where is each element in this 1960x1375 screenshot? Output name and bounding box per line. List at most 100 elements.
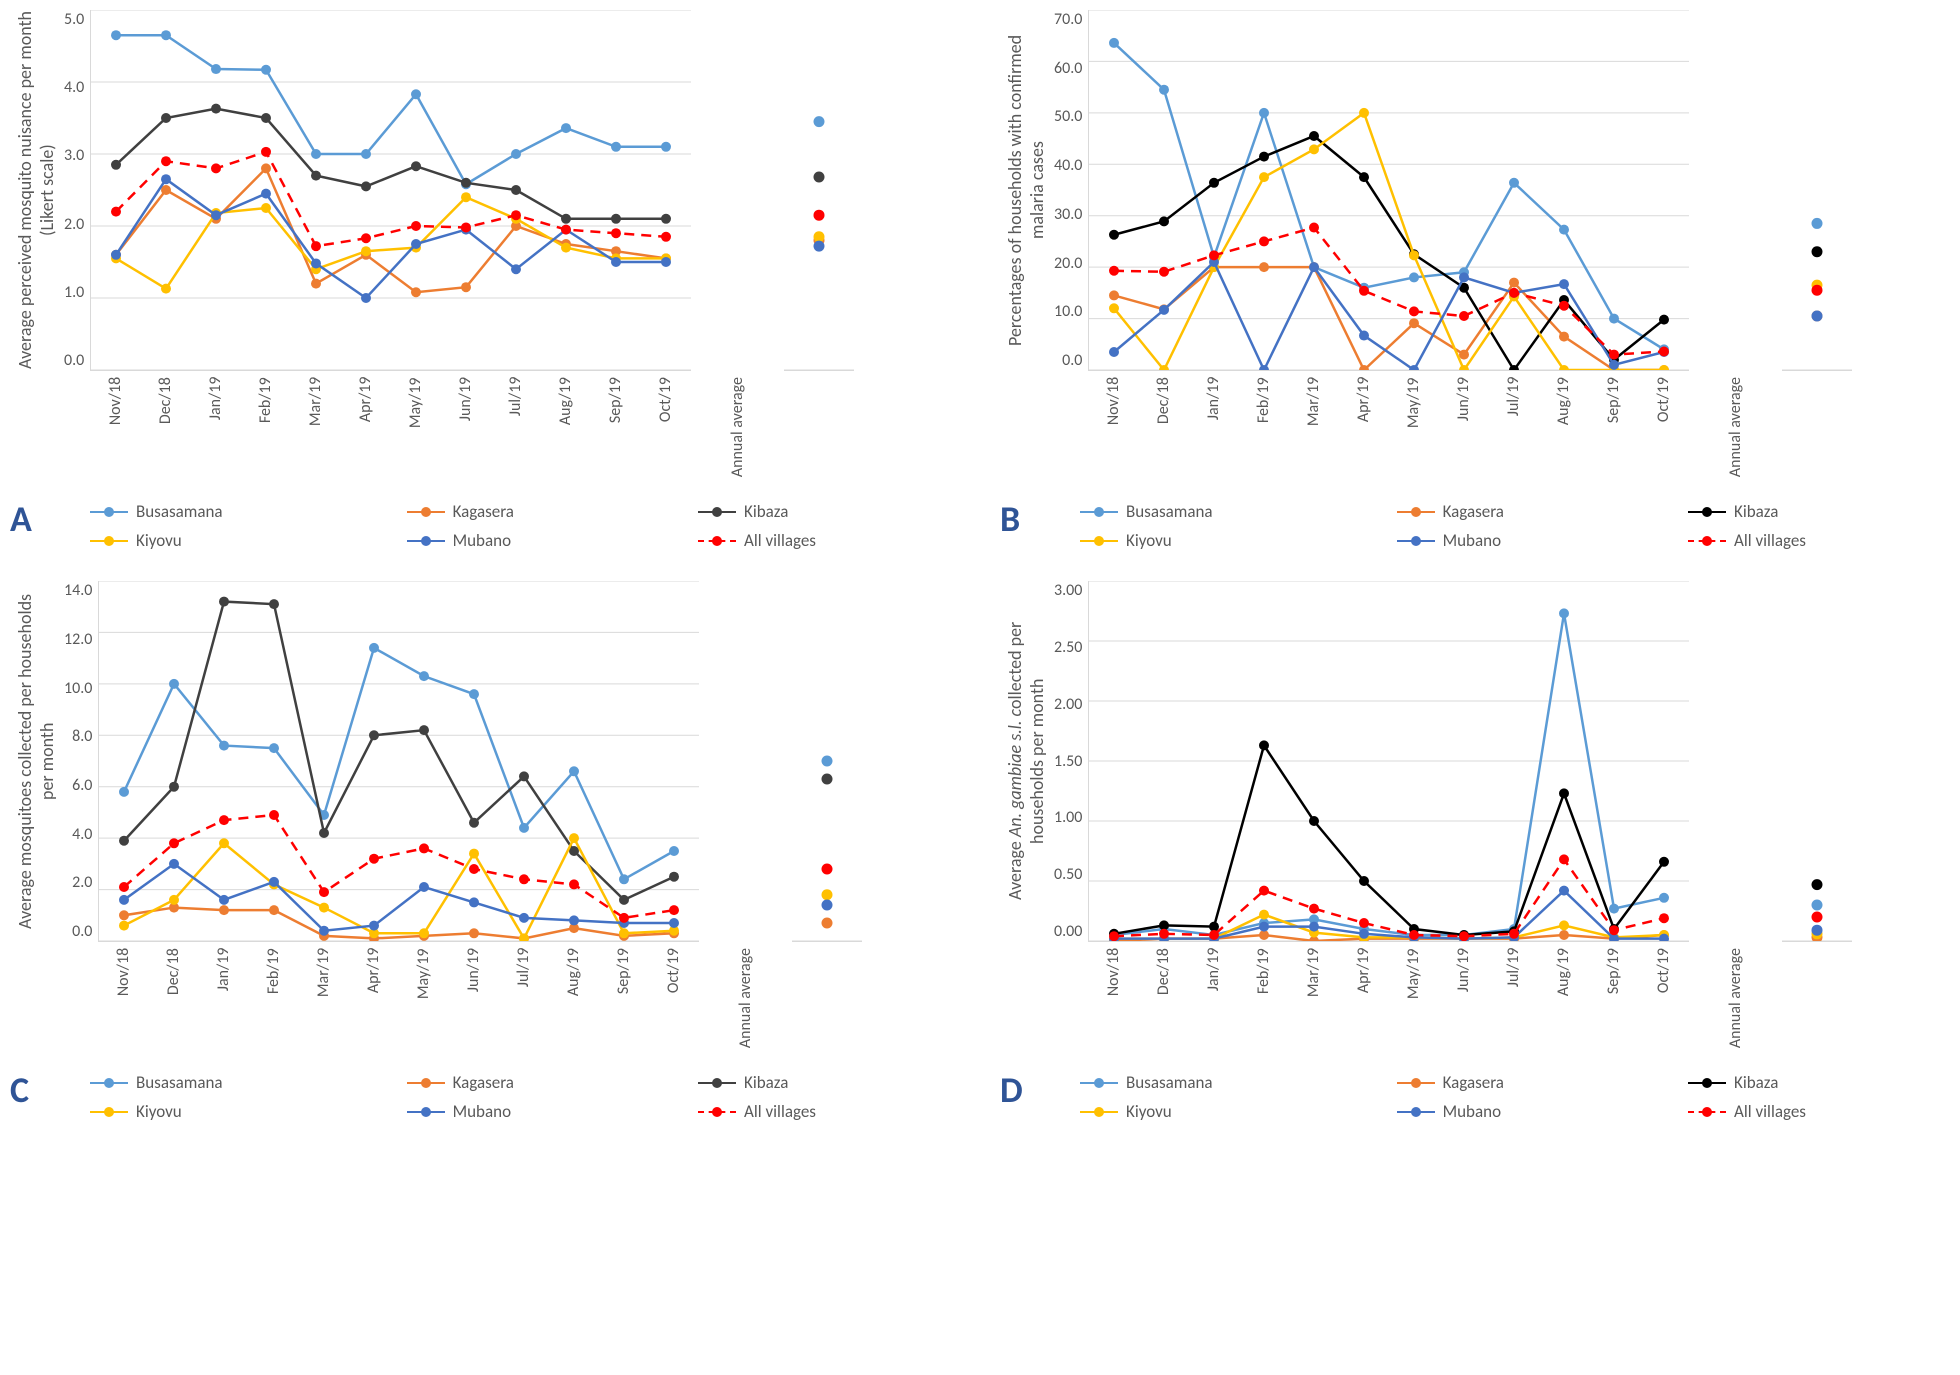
annual-marker-kibaza [1812, 246, 1823, 257]
legend: Busasamana Kagasera Kibaza Kiyovu [90, 1072, 960, 1122]
legend-item-kagasera: Kagasera [407, 1072, 658, 1093]
xtick-annual: Annual average [728, 377, 747, 481]
legend-item-kibaza: Kibaza [1688, 501, 1950, 522]
legend-item-all: All villages [698, 1101, 960, 1122]
legend-item-busasamana: Busasamana [90, 501, 367, 522]
xtick: Apr/19 [356, 377, 375, 481]
series-busasamana [111, 30, 671, 189]
xtick: Apr/19 [364, 948, 383, 1052]
xtick: Feb/19 [1254, 377, 1273, 481]
ytick: 0.50 [1054, 865, 1082, 884]
legend-label: Mubano [453, 530, 511, 551]
series-all [1109, 855, 1669, 942]
ytick: 2.50 [1054, 638, 1082, 657]
xtick: Apr/19 [1354, 377, 1373, 481]
ytick: 0.00 [1054, 922, 1082, 941]
xtick: May/19 [1404, 377, 1423, 481]
annual-average-area [784, 10, 854, 371]
y-ticks: 14.012.010.08.06.04.02.00.0 [62, 581, 98, 941]
ytick: 8.0 [72, 727, 92, 746]
gridlines [99, 581, 699, 941]
annual-marker-kiyovu [814, 231, 825, 242]
series-all [1109, 223, 1669, 360]
annual-marker-kibaza [822, 774, 833, 785]
xtick: Jul/19 [1504, 377, 1523, 481]
series-kiyovu [1109, 108, 1669, 370]
ytick: 2.00 [1054, 695, 1082, 714]
legend-label: Kagasera [1443, 501, 1504, 522]
legend-item-mubano: Mubano [407, 1101, 658, 1122]
legend-label: Kagasera [453, 1072, 514, 1093]
xtick: Jun/19 [456, 377, 475, 481]
annual-marker-mubano [814, 241, 825, 252]
legend-item-kibaza: Kibaza [698, 1072, 960, 1093]
legend-label: Busasamana [136, 1072, 223, 1093]
legend: Busasamana Kagasera Kibaza Kiyovu [90, 501, 960, 551]
series-mubano [1109, 257, 1669, 370]
xtick: Oct/19 [1654, 377, 1673, 481]
legend-label: Kagasera [1443, 1072, 1504, 1093]
legend-item-kiyovu: Kiyovu [1080, 1101, 1357, 1122]
xtick: Jan/19 [1204, 377, 1223, 481]
legend-item-all: All villages [1688, 1101, 1950, 1122]
legend-item-all: All villages [1688, 530, 1950, 551]
legend-label: Kiyovu [1126, 530, 1172, 551]
x-ticks: Nov/18Dec/18Jan/19Feb/19Mar/19Apr/19May/… [1088, 948, 1688, 1052]
gridlines [1089, 10, 1689, 370]
xtick: Jul/19 [514, 948, 533, 1052]
legend-item-busasamana: Busasamana [1080, 501, 1357, 522]
y-ticks: 5.04.03.02.01.00.0 [62, 10, 90, 370]
panel-d: Average An. gambiae s.l. collected per h… [1000, 581, 1950, 1122]
xtick: Mar/19 [306, 377, 325, 481]
xtick: Aug/19 [564, 948, 583, 1052]
series-kagasera [111, 163, 671, 297]
xtick: May/19 [1404, 948, 1423, 1052]
legend-item-mubano: Mubano [407, 530, 658, 551]
xtick: Sep/19 [614, 948, 633, 1052]
xtick: Sep/19 [606, 377, 625, 481]
ytick: 0.0 [64, 351, 84, 370]
legend-label: Kiyovu [136, 1101, 182, 1122]
xtick: May/19 [414, 948, 433, 1052]
panel-letter: D [1000, 1068, 1023, 1112]
xtick: May/19 [406, 377, 425, 481]
y-axis-title: Average An. gambiae s.l. collected per h… [1000, 581, 1052, 941]
xtick: Aug/19 [556, 377, 575, 481]
xtick: Aug/19 [1554, 377, 1573, 481]
legend-label: Kibaza [744, 1072, 788, 1093]
ytick: 12.0 [64, 630, 92, 649]
annual-marker-busasamana [814, 116, 825, 127]
legend-item-kiyovu: Kiyovu [1080, 530, 1357, 551]
legend-label: Kiyovu [1126, 1101, 1172, 1122]
ytick: 10.0 [1054, 302, 1082, 321]
annual-average-area [792, 581, 862, 942]
legend-label: All villages [1734, 1101, 1806, 1122]
y-axis-title: Average mosquitoes collected per househo… [10, 581, 62, 941]
legend-label: Mubano [1443, 530, 1501, 551]
legend-label: Busasamana [1126, 1072, 1213, 1093]
series-kiyovu [119, 833, 679, 941]
annual-average-area [1782, 10, 1852, 371]
series-kibaza [1109, 131, 1669, 370]
y-axis-title: Percentages of households with confirmed… [1000, 10, 1052, 370]
ytick: 5.0 [64, 10, 84, 29]
xtick: Feb/19 [1254, 948, 1273, 1052]
legend-item-kiyovu: Kiyovu [90, 530, 367, 551]
xtick: Feb/19 [264, 948, 283, 1052]
xtick: Sep/19 [1604, 948, 1623, 1052]
annual-marker-mubano [822, 900, 833, 911]
legend-label: All villages [744, 530, 816, 551]
plot-area [1088, 581, 1689, 942]
legend-item-mubano: Mubano [1397, 1101, 1648, 1122]
x-ticks: Nov/18Dec/18Jan/19Feb/19Mar/19Apr/19May/… [1088, 377, 1688, 481]
legend-label: Kibaza [1734, 1072, 1778, 1093]
xtick: Mar/19 [1304, 948, 1323, 1052]
annual-marker-kibaza [1812, 879, 1823, 890]
legend-item-busasamana: Busasamana [1080, 1072, 1357, 1093]
annual-marker-busasamana [822, 756, 833, 767]
xtick: Dec/18 [1154, 948, 1173, 1052]
legend: Busasamana Kagasera Kibaza Kiyovu [1080, 501, 1950, 551]
figure-grid: Average perceived mosquito nuisance per … [10, 10, 1950, 1122]
legend-item-busasamana: Busasamana [90, 1072, 367, 1093]
xtick-annual: Annual average [1726, 948, 1745, 1052]
